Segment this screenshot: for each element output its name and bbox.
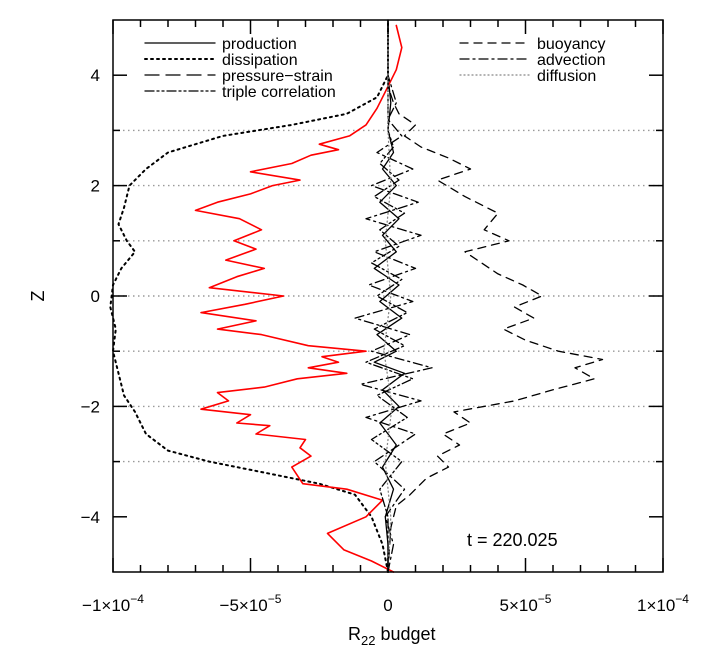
legend-label: buoyancy [537,36,606,53]
x-axis-title: R22 budget [348,624,436,648]
y-axis-title: Z [28,291,48,302]
legend-label: triple correlation [222,84,336,101]
series-layer [109,19,604,573]
series-diffusion-line [383,19,393,573]
legend-label: production [222,36,297,53]
time-annotation: t = 220.025 [467,530,558,550]
x-axis-title-rest: budget [375,624,435,644]
x-tick-labels: −1×10−4 −5×10−5 0 5×10−5 1×10−4 [82,592,689,615]
x-tick-label: 5×10−5 [500,592,552,615]
legend-label: dissipation [222,52,298,69]
legend-label: pressure−strain [222,68,333,85]
x-tick-label: −5×10−5 [220,592,282,615]
legend: productiondissipationpressure−straintrip… [144,36,606,101]
legend-label: advection [537,52,606,69]
x-tick-label: −1×10−4 [82,592,144,615]
axis-ticks [112,20,664,572]
y-tick-label: −4 [81,508,100,527]
x-axis-title-main: R [348,624,361,644]
x-tick-label: 0 [383,596,392,615]
y-tick-label: −2 [81,397,100,416]
x-axis-title-subscript: 22 [361,633,375,648]
series-dissipation-line [109,19,389,573]
y-tick-label: 4 [91,66,100,85]
series-pressure-strain-line [194,24,403,573]
y-tick-label: 2 [91,177,100,196]
x-tick-label: 1×10−4 [637,592,689,615]
series-production-line [373,19,406,573]
series-buoyancy-line [387,19,604,573]
y-tick-labels: −4 −2 0 2 4 [81,66,100,527]
y-tick-label: 0 [91,287,100,306]
series-triple-correlation-line [365,19,414,573]
legend-label: diffusion [537,68,596,85]
